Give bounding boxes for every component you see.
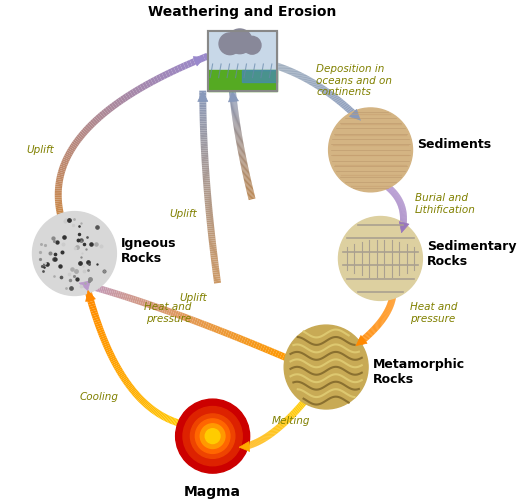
Circle shape (200, 424, 225, 449)
Circle shape (175, 399, 250, 473)
Bar (242, 70, 277, 82)
Text: Heat and
pressure: Heat and pressure (410, 302, 457, 323)
Text: Uplift: Uplift (26, 145, 54, 155)
Bar (208, 70, 277, 91)
Bar (208, 32, 277, 91)
Text: Sediments: Sediments (417, 138, 492, 151)
Circle shape (33, 212, 116, 295)
Circle shape (329, 108, 413, 192)
Circle shape (196, 419, 230, 453)
Circle shape (219, 33, 241, 55)
FancyBboxPatch shape (208, 32, 277, 91)
Circle shape (284, 325, 368, 409)
Circle shape (228, 29, 252, 54)
Text: Weathering and Erosion: Weathering and Erosion (148, 5, 336, 19)
Text: Cooling: Cooling (80, 392, 119, 402)
Text: Uplift: Uplift (169, 209, 197, 219)
Text: Magma: Magma (184, 485, 241, 499)
Text: Melting: Melting (272, 416, 310, 427)
Circle shape (183, 406, 242, 466)
Text: Heat and
pressure: Heat and pressure (144, 302, 192, 323)
Text: Deposition in
oceans and on
continents: Deposition in oceans and on continents (316, 64, 392, 98)
Text: Uplift: Uplift (179, 293, 207, 303)
Text: Sedimentary
Rocks: Sedimentary Rocks (427, 239, 517, 268)
Text: Burial and
Lithification: Burial and Lithification (415, 193, 476, 215)
Bar (208, 32, 277, 70)
Circle shape (190, 414, 235, 458)
Circle shape (338, 216, 422, 300)
Text: Igneous
Rocks: Igneous Rocks (121, 237, 177, 265)
Circle shape (243, 36, 261, 54)
Text: Metamorphic
Rocks: Metamorphic Rocks (373, 358, 465, 386)
Circle shape (205, 429, 220, 444)
